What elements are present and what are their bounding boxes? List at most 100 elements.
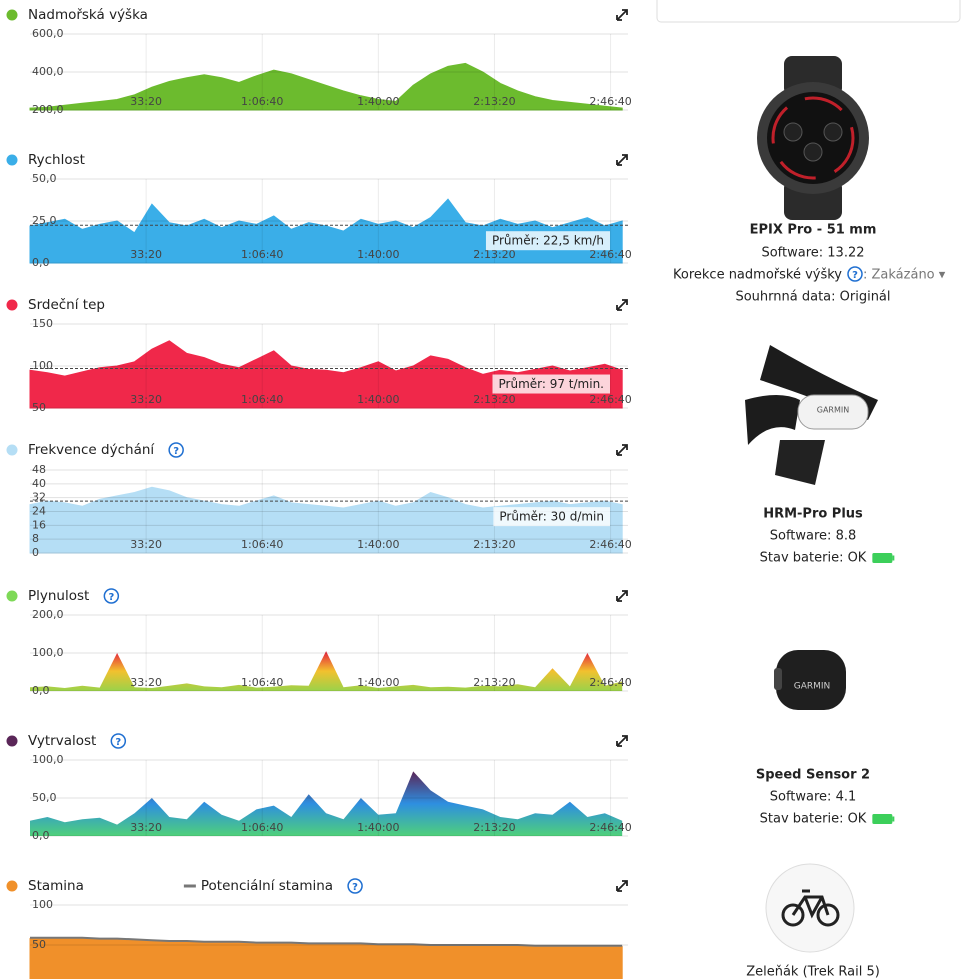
- x-tick-label: 33:20: [130, 393, 162, 406]
- battery-tip: [892, 816, 895, 822]
- device-text: Software: 4.1: [770, 790, 857, 805]
- y-tick-label: 0,0: [32, 256, 50, 269]
- y-tick-label: 50,0: [32, 791, 57, 804]
- legend-label: Nadmořská výška: [28, 7, 148, 23]
- x-tick-label: 33:20: [130, 95, 162, 108]
- expand-icon: [616, 735, 628, 747]
- device-text[interactable]: : Zakázáno ▾: [863, 268, 946, 283]
- expand-icon: [616, 880, 628, 892]
- y-tick-label: 50: [32, 938, 46, 951]
- legend-dot: [6, 444, 18, 456]
- x-tick-label: 33:20: [130, 248, 162, 261]
- y-tick-label: 8: [32, 532, 39, 545]
- device-text: Souhrnná data: Originál: [735, 290, 890, 305]
- x-tick-label: 2:13:20: [473, 538, 515, 551]
- legend-dot: [6, 299, 18, 311]
- legend-label: Rychlost: [28, 152, 85, 168]
- average-label-bg: [493, 507, 610, 527]
- x-tick-label: 33:20: [130, 821, 162, 834]
- card: [656, 0, 961, 23]
- legend-dot: [6, 590, 18, 602]
- x-tick-label: 1:06:40: [241, 95, 283, 108]
- help-icon-text: ?: [352, 882, 358, 893]
- watch-image: [757, 56, 869, 220]
- series-area: [29, 486, 623, 554]
- x-tick-label: 1:40:00: [357, 538, 399, 551]
- device-text: Stav baterie: OK: [760, 812, 867, 827]
- x-tick-label: 2:46:40: [589, 538, 631, 551]
- x-tick-label: 2:46:40: [589, 821, 631, 834]
- y-tick-label: 100: [32, 898, 53, 911]
- x-tick-label: 2:46:40: [589, 248, 631, 261]
- battery-icon: [872, 814, 893, 824]
- battery-icon: [872, 553, 893, 563]
- legend-label: Vytrvalost: [28, 733, 96, 749]
- device-text: Stav baterie: OK: [760, 551, 867, 566]
- help-icon: [110, 733, 127, 749]
- x-tick-label: 1:06:40: [241, 538, 283, 551]
- expand-icon: [616, 154, 628, 166]
- x-tick-label: 1:06:40: [241, 393, 283, 406]
- x-tick-label: 1:06:40: [241, 676, 283, 689]
- y-tick-label: 32: [32, 491, 46, 504]
- series-area: [29, 198, 623, 264]
- y-tick-label: 100: [32, 359, 53, 372]
- x-tick-label: 1:40:00: [357, 676, 399, 689]
- x-tick-label: 2:13:20: [473, 676, 515, 689]
- y-tick-label: 0,0: [32, 829, 50, 842]
- y-tick-label: 200,0: [32, 608, 64, 621]
- legend-dot: [6, 9, 18, 21]
- series-area: [29, 340, 623, 409]
- x-tick-label: 2:46:40: [589, 676, 631, 689]
- legend-label: Potenciální stamina: [201, 878, 333, 894]
- y-tick-label: 600,0: [32, 27, 64, 40]
- legend-label: Stamina: [28, 878, 84, 894]
- hrm-image: [745, 345, 878, 485]
- expand-icon: [616, 590, 628, 602]
- average-label-bg: [492, 374, 610, 394]
- y-tick-label: 0,0: [32, 684, 50, 697]
- x-tick-label: 1:40:00: [357, 393, 399, 406]
- x-tick-label: 1:06:40: [241, 821, 283, 834]
- legend-label: Srdeční tep: [28, 297, 105, 313]
- bike-image: [765, 863, 855, 953]
- x-tick-label: 1:06:40: [241, 248, 283, 261]
- device-text: Zeleňák (Trek Rail 5): [746, 965, 880, 979]
- average-label: Průměr: 22,5 km/h: [492, 234, 604, 248]
- x-tick-label: 2:13:20: [473, 248, 515, 261]
- help-icon-text: ?: [852, 270, 858, 281]
- battery-tip: [892, 555, 895, 561]
- legend-label: Frekvence dýchání: [28, 442, 155, 458]
- help-icon: [347, 878, 363, 894]
- x-tick-label: 1:40:00: [357, 821, 399, 834]
- x-tick-label: 33:20: [130, 676, 162, 689]
- y-tick-label: 100,0: [32, 646, 64, 659]
- help-icon: [168, 442, 184, 458]
- y-tick-label: 50,0: [32, 172, 57, 185]
- average-label: Průměr: 97 t/min.: [499, 377, 605, 391]
- series-line: [30, 936, 623, 947]
- expand-icon: [616, 299, 628, 311]
- x-tick-label: 1:40:00: [357, 248, 399, 261]
- help-icon-text: ?: [108, 592, 114, 603]
- expand-icon: [616, 9, 628, 21]
- y-tick-label: 16: [32, 518, 46, 531]
- y-tick-label: 0: [32, 546, 39, 559]
- device-text: EPIX Pro - 51 mm: [750, 223, 877, 238]
- y-tick-label: 50: [32, 401, 46, 414]
- series-area: [30, 651, 623, 691]
- x-tick-label: 2:13:20: [473, 821, 515, 834]
- help-icon-text: ?: [115, 737, 121, 748]
- device-text: Korekce nadmořské výšky: [673, 268, 842, 283]
- brand-text: GARMIN: [794, 682, 831, 692]
- legend-dot: [6, 880, 18, 892]
- y-tick-label: 400,0: [32, 65, 64, 78]
- average-label-bg: [485, 231, 610, 251]
- y-tick-label: 40: [32, 477, 46, 490]
- average-label: Průměr: 30 d/min: [499, 510, 604, 524]
- device-text: Software: 8.8: [770, 529, 857, 544]
- expand-icon: [616, 444, 628, 456]
- help-icon-text: ?: [173, 446, 179, 457]
- brand-text: GARMIN: [817, 406, 849, 415]
